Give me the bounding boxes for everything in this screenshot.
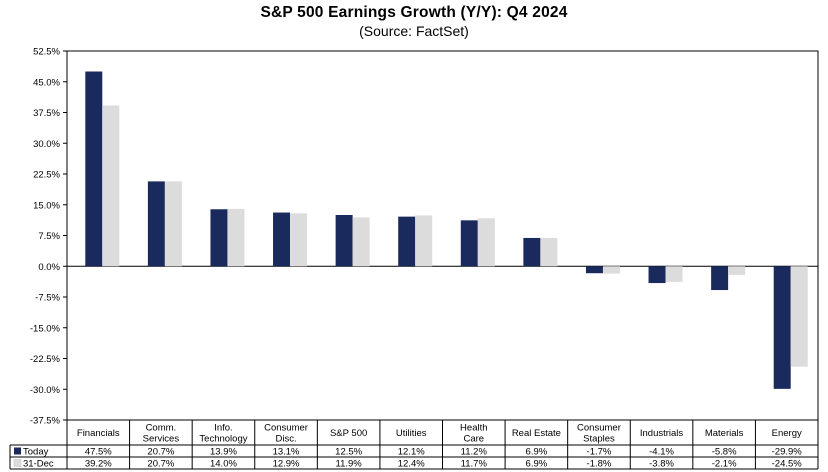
category-label: Consumer: [264, 423, 308, 434]
bar-31-dec: [477, 218, 495, 267]
category-label: S&P 500: [330, 428, 367, 439]
data-label: 6.9%: [526, 447, 548, 458]
y-tick-label: 45.0%: [33, 77, 60, 88]
data-label: 20.7%: [147, 459, 174, 470]
bar-31-dec: [227, 208, 245, 267]
bar-today: [398, 216, 416, 267]
legend-swatch-31-dec: [13, 459, 22, 467]
y-tick-label: 7.5%: [38, 231, 60, 242]
bar-today: [335, 215, 353, 267]
data-label: 11.9%: [336, 459, 363, 470]
category-label: Technology: [199, 434, 247, 445]
y-tick-label: 37.5%: [33, 108, 60, 119]
data-label: 20.7%: [147, 447, 174, 458]
y-tick-label: 52.5%: [33, 47, 60, 58]
data-label: 12.4%: [398, 459, 425, 470]
bar-31-dec: [290, 213, 308, 267]
bar-today: [585, 266, 603, 274]
bar-today: [85, 71, 103, 267]
data-label: -1.7%: [587, 447, 612, 458]
category-label: Consumer: [577, 423, 621, 434]
data-label: 13.1%: [273, 447, 300, 458]
y-tick-label: -22.5%: [30, 354, 61, 365]
data-label: -1.8%: [587, 459, 612, 470]
data-label: 11.2%: [461, 447, 488, 458]
category-label: Info.: [214, 423, 233, 434]
y-tick-label: 0.0%: [38, 262, 60, 273]
legend-swatch-today: [14, 447, 21, 455]
y-tick-label: -15.0%: [30, 323, 61, 334]
data-label: -4.1%: [649, 447, 674, 458]
chart-title: S&P 500 Earnings Growth (Y/Y): Q4 2024: [260, 4, 568, 21]
data-label: -24.5%: [772, 459, 803, 470]
category-label: Real Estate: [512, 428, 561, 439]
data-label: 47.5%: [85, 447, 112, 458]
bar-31-dec: [602, 266, 620, 274]
category-label: Energy: [772, 428, 802, 439]
category-label: Comm.: [146, 423, 177, 434]
bar-today: [648, 266, 666, 284]
category-label: Care: [463, 434, 484, 445]
bar-31-dec: [790, 266, 808, 367]
bar-today: [147, 181, 165, 267]
category-label: Health: [460, 423, 487, 434]
bar-31-dec: [665, 266, 683, 282]
bar-31-dec: [352, 217, 370, 267]
data-label: 12.9%: [273, 459, 300, 470]
data-label: 12.5%: [335, 447, 362, 458]
y-tick-label: -37.5%: [30, 416, 61, 427]
category-label: Staples: [583, 434, 615, 445]
bar-31-dec: [728, 266, 746, 275]
bar-today: [523, 237, 541, 267]
y-tick-label: 15.0%: [33, 200, 60, 211]
data-label: 12.1%: [398, 447, 425, 458]
bar-31-dec: [102, 105, 120, 267]
bar-31-dec: [540, 237, 558, 267]
data-label: 39.2%: [85, 459, 112, 470]
bar-today: [773, 266, 791, 389]
bar-today: [711, 266, 729, 291]
legend-label: 31-Dec: [23, 459, 54, 470]
category-label: Services: [143, 434, 180, 445]
bar-31-dec: [415, 215, 433, 267]
legend-label: Today: [23, 447, 49, 458]
category-label: Utilities: [396, 428, 427, 439]
bar-today: [460, 220, 478, 267]
data-label: -29.9%: [772, 447, 803, 458]
y-tick-label: 22.5%: [33, 170, 60, 181]
category-label: Disc.: [275, 434, 296, 445]
data-label: 6.9%: [526, 459, 548, 470]
bar-today: [273, 212, 291, 267]
y-tick-label: -7.5%: [35, 293, 60, 304]
data-label: -2.1%: [712, 459, 737, 470]
data-label: -3.8%: [649, 459, 674, 470]
data-label: 11.7%: [461, 459, 488, 470]
data-label: 14.0%: [210, 459, 237, 470]
category-label: Industrials: [640, 428, 684, 439]
category-label: Materials: [705, 428, 744, 439]
chart-subtitle: (Source: FactSet): [359, 23, 469, 39]
bar-today: [210, 209, 228, 267]
y-tick-label: 30.0%: [33, 139, 60, 150]
category-label: Financials: [77, 428, 120, 439]
data-label: -5.8%: [712, 447, 737, 458]
data-label: 13.9%: [210, 447, 237, 458]
y-tick-label: -30.0%: [30, 385, 61, 396]
bar-31-dec: [164, 181, 182, 267]
